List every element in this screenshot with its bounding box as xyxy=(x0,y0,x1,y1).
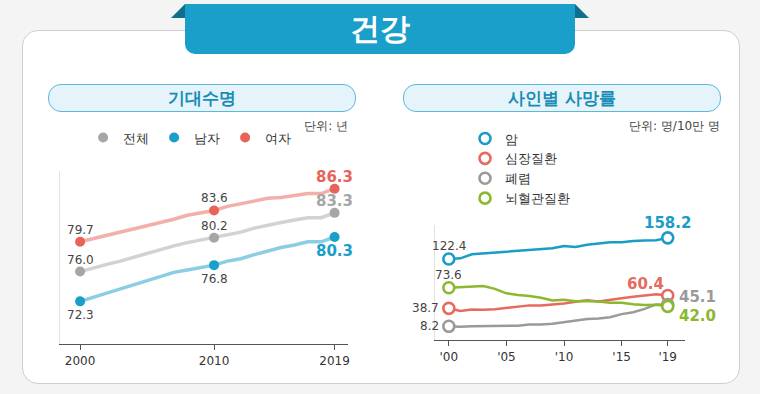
html-text:단위: 명/10만 명: 단위: 명/10만 명 xyxy=(629,119,720,133)
svg-text:83.3: 83.3 xyxy=(316,192,353,210)
svg-text:38.7: 38.7 xyxy=(412,301,439,315)
svg-text:2010: 2010 xyxy=(199,354,230,368)
svg-text:암: 암 xyxy=(505,132,518,147)
svg-text:뇌혈관질환: 뇌혈관질환 xyxy=(505,191,570,206)
svg-text:'05: '05 xyxy=(497,350,516,364)
svg-text:122.4: 122.4 xyxy=(432,239,466,253)
svg-text:남자: 남자 xyxy=(194,131,220,146)
svg-text:'10: '10 xyxy=(555,350,574,364)
html-text:사인별 사망률: 사인별 사망률 xyxy=(508,88,616,108)
svg-text:83.6: 83.6 xyxy=(201,191,228,205)
svg-text:'19: '19 xyxy=(658,350,677,364)
html-text:기대수명: 기대수명 xyxy=(168,88,236,108)
svg-text:158.2: 158.2 xyxy=(644,214,691,232)
svg-text:전체: 전체 xyxy=(123,131,149,146)
svg-text:'15: '15 xyxy=(612,350,631,364)
svg-text:80.2: 80.2 xyxy=(201,219,228,233)
svg-text:폐렴: 폐렴 xyxy=(505,171,531,186)
svg-text:2000: 2000 xyxy=(65,354,96,368)
html-text:건강: 건강 xyxy=(350,11,410,46)
svg-text:60.4: 60.4 xyxy=(627,275,664,293)
svg-text:42.0: 42.0 xyxy=(679,307,716,325)
svg-text:심장질환: 심장질환 xyxy=(505,151,557,166)
svg-text:45.1: 45.1 xyxy=(679,288,716,306)
svg-text:80.3: 80.3 xyxy=(316,242,353,260)
svg-text:73.6: 73.6 xyxy=(435,268,462,282)
svg-text:86.3: 86.3 xyxy=(316,168,353,186)
svg-text:76.8: 76.8 xyxy=(201,272,228,286)
html-text:단위: 년: 단위: 년 xyxy=(304,119,348,133)
svg-text:여자: 여자 xyxy=(265,131,291,146)
svg-text:72.3: 72.3 xyxy=(67,308,94,322)
svg-text:8.2: 8.2 xyxy=(420,319,439,333)
svg-text:2019: 2019 xyxy=(319,354,350,368)
svg-text:76.0: 76.0 xyxy=(67,253,94,267)
svg-text:79.7: 79.7 xyxy=(67,223,94,237)
svg-text:'00: '00 xyxy=(440,350,459,364)
